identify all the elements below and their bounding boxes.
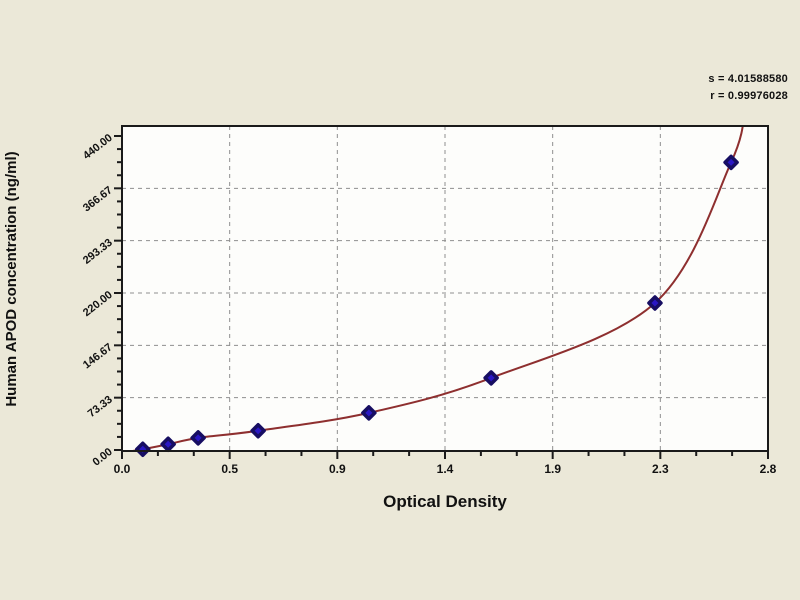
data-point-marker (361, 405, 377, 421)
x-tick-label: 2.3 (652, 462, 669, 476)
x-tick-label: 0.5 (221, 462, 238, 476)
y-tick-label: 293.33 (81, 237, 115, 267)
data-point-marker (250, 422, 266, 439)
y-axis-title: Human APOD concentration (ng/ml) (3, 151, 20, 407)
x-axis-title: Optical Density (383, 492, 507, 511)
x-tick-label: 2.8 (760, 462, 777, 476)
data-point-marker (135, 441, 151, 458)
x-tick-label: 1.4 (437, 462, 454, 476)
data-point-marker (723, 154, 739, 171)
y-tick-label: 366.67 (81, 184, 115, 214)
x-tick-label: 0.0 (114, 462, 131, 476)
data-point-marker (483, 370, 499, 386)
data-point-marker (160, 436, 176, 453)
data-point-marker (190, 430, 206, 446)
y-tick-label: 0.00 (91, 446, 115, 469)
fit-statistics: s = 4.01588580 r = 0.99976028 (588, 71, 788, 105)
fit-s-value: s = 4.01588580 (708, 73, 788, 85)
x-tick-label: 0.9 (329, 462, 346, 476)
y-tick-label: 220.00 (81, 289, 115, 319)
y-tick-label: 146.67 (81, 341, 115, 371)
fit-r-value: r = 0.99976028 (710, 90, 788, 102)
data-point-marker (647, 295, 663, 311)
y-tick-label: 73.33 (86, 394, 115, 420)
y-tick-label: 440.00 (81, 132, 115, 162)
x-tick-label: 1.9 (544, 462, 561, 476)
